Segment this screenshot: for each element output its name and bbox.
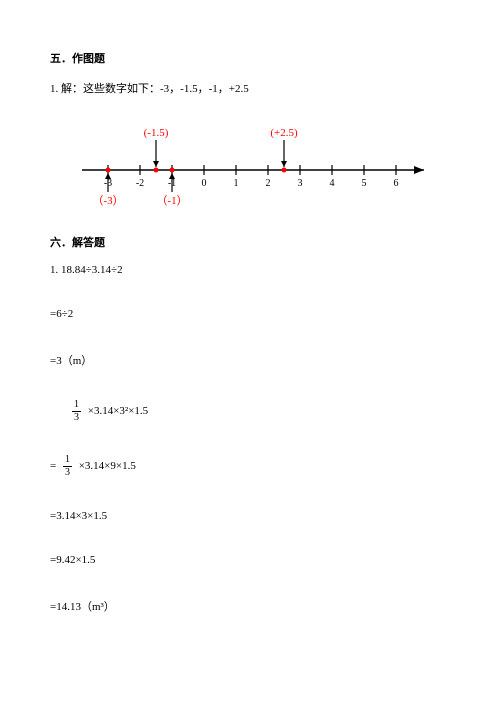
eq-l7: =9.42×1.5 [50, 554, 450, 566]
fraction-1-3: 1 3 [72, 400, 81, 423]
svg-text:3: 3 [298, 178, 303, 189]
svg-text:0: 0 [202, 178, 207, 189]
svg-text:2: 2 [266, 178, 271, 189]
svg-text:5: 5 [362, 178, 367, 189]
svg-text:(+2.5): (+2.5) [270, 127, 298, 139]
svg-text:4: 4 [330, 178, 335, 189]
svg-text:6: 6 [394, 178, 399, 189]
eq-l5-pre: = [50, 460, 59, 472]
eq-l4-tail: ×3.14×3²×1.5 [85, 405, 148, 417]
eq-l5: = 1 3 ×3.14×9×1.5 [50, 455, 450, 478]
eq-l5-tail: ×3.14×9×1.5 [76, 460, 136, 472]
frac-den: 3 [72, 411, 81, 423]
section6-title: 六．解答题 [50, 234, 450, 250]
svg-text:(-1.5): (-1.5) [144, 127, 169, 139]
eq-l1: 1. 18.84÷3.14÷2 [50, 264, 450, 276]
fraction-1-3-b: 1 3 [63, 455, 72, 478]
svg-text:（-3）: （-3） [92, 194, 123, 207]
section5-q1: 1. 解：这些数字如下：-3，-1.5，-1，+2.5 [50, 80, 450, 96]
section5-title: 五．作图题 [50, 50, 450, 66]
frac-num-b: 1 [63, 455, 72, 466]
numberline-diagram: -3-2-10123456(-1.5)(+2.5)（-3）（-1） [80, 120, 440, 210]
svg-text:-2: -2 [136, 178, 144, 189]
eq-l3: =3（m） [50, 352, 450, 368]
svg-text:（-1）: （-1） [156, 194, 187, 207]
frac-den-b: 3 [63, 466, 72, 478]
eq-l2: =6÷2 [50, 308, 450, 320]
svg-text:1: 1 [234, 178, 239, 189]
eq-l4: 1 3 ×3.14×3²×1.5 [68, 400, 450, 423]
eq-l6: =3.14×3×1.5 [50, 510, 450, 522]
eq-l8: =14.13（m³） [50, 598, 450, 614]
frac-num: 1 [72, 400, 81, 411]
